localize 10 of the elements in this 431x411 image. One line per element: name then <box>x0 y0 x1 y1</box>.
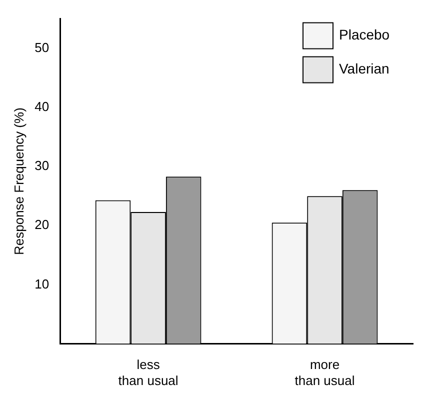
x-tick-label: more than usual <box>294 357 355 388</box>
y-tick-label: 30 <box>34 158 50 174</box>
y-tick-label: 10 <box>34 276 50 292</box>
x-tick-label: less than usual <box>118 357 178 388</box>
y-tick-label: 50 <box>34 40 50 55</box>
y-tick-label: 40 <box>34 99 50 114</box>
y-axis-title: Response Frequency (%) <box>11 108 26 256</box>
y-tick-label: 20 <box>34 217 50 232</box>
legend-label: Placebo <box>339 26 390 43</box>
legend-label: Valerian <box>339 60 390 77</box>
